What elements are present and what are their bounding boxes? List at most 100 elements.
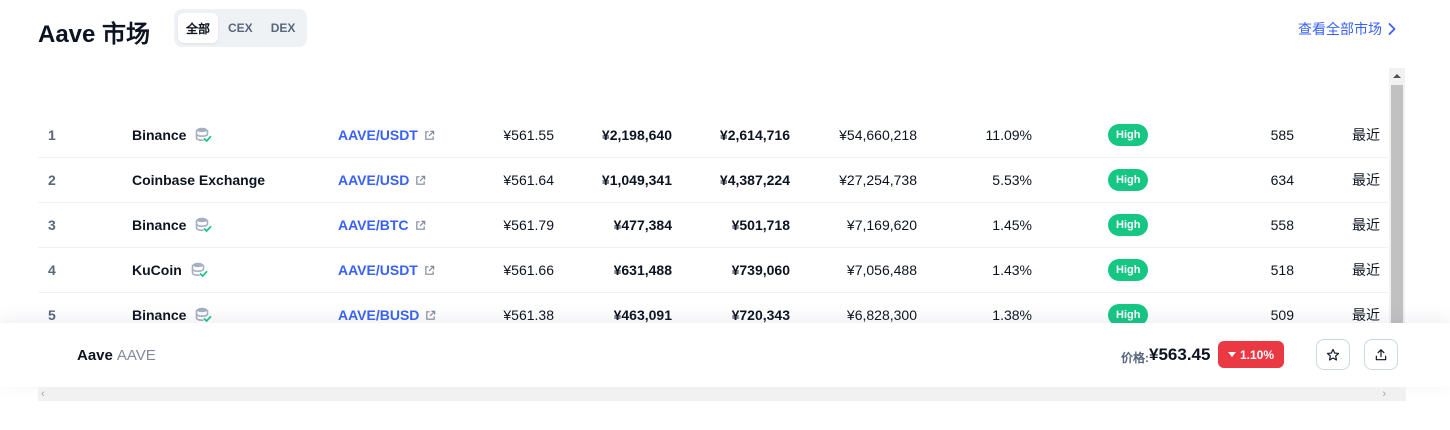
external-link-icon bbox=[425, 130, 435, 140]
chevron-right-icon bbox=[1388, 23, 1396, 35]
depth-plus-2: ¥1,049,341 bbox=[601, 172, 672, 188]
depth-plus-2: ¥2,198,640 bbox=[601, 127, 672, 143]
pair-link[interactable]: AAVE/USD bbox=[338, 158, 426, 202]
coin-symbol: AAVE bbox=[116, 347, 156, 364]
view-all-label: 查看全部市场 bbox=[1298, 21, 1382, 37]
exchange-name[interactable]: Binance bbox=[132, 113, 212, 157]
confidence-cell: High bbox=[1108, 113, 1149, 157]
rank: 2 bbox=[48, 172, 56, 188]
scroll-left-arrow[interactable]: ‹ bbox=[41, 388, 45, 400]
caret-down-icon bbox=[1228, 351, 1236, 357]
rank: 4 bbox=[48, 262, 56, 278]
pair-label: AAVE/BUSD bbox=[338, 307, 420, 323]
favorite-button[interactable] bbox=[1316, 339, 1350, 370]
price-change-badge: 1.10% bbox=[1218, 341, 1285, 368]
pair-link[interactable]: AAVE/BUSD bbox=[338, 293, 436, 337]
pair-label: AAVE/USD bbox=[338, 172, 410, 188]
exchange-name[interactable]: Binance bbox=[132, 293, 212, 337]
exchange-label: Binance bbox=[132, 217, 187, 233]
table-row[interactable]: 1 Binance AAVE/USDT ¥561.55 ¥2,198,640 ¥2,614… bbox=[38, 113, 1388, 158]
depth-plus-2: ¥631,488 bbox=[613, 262, 672, 278]
exchange-label: Binance bbox=[132, 127, 187, 143]
depth-plus-2: ¥477,384 bbox=[613, 217, 672, 233]
volume-24h: ¥7,056,488 bbox=[846, 262, 917, 278]
pair-link[interactable]: AAVE/USDT bbox=[338, 113, 435, 157]
updated-time: 最近 bbox=[1352, 307, 1380, 323]
volume-share: 5.53% bbox=[992, 172, 1032, 188]
star-icon bbox=[1326, 348, 1340, 361]
external-link-icon bbox=[416, 175, 426, 185]
tab-cex[interactable]: CEX bbox=[228, 21, 253, 35]
coin-price: ¥563.45 bbox=[1149, 345, 1211, 364]
pair-label: AAVE/USDT bbox=[338, 127, 418, 143]
vertical-scrollbar[interactable] bbox=[1389, 68, 1405, 323]
coin-name-block: Aave AAVE bbox=[77, 347, 156, 364]
updated-time: 最近 bbox=[1352, 262, 1380, 278]
confidence-badge: High bbox=[1108, 214, 1149, 236]
pair-price: ¥561.38 bbox=[503, 307, 554, 323]
volume-share: 11.09% bbox=[985, 127, 1032, 143]
confidence-badge: High bbox=[1108, 304, 1149, 326]
markets-header: Aave 市场 全部 CEX DEX 查看全部市场 bbox=[38, 8, 1402, 48]
sticky-coin-bar: Aave AAVE 价格: ¥563.45 1.10% bbox=[0, 323, 1450, 387]
confidence-badge: High bbox=[1108, 169, 1149, 191]
external-link-icon bbox=[415, 220, 425, 230]
pair-price: ¥561.66 bbox=[503, 262, 554, 278]
pair-link[interactable]: AAVE/USDT bbox=[338, 248, 435, 292]
view-all-markets-link[interactable]: 查看全部市场 bbox=[1298, 19, 1396, 39]
page-title: Aave 市场 bbox=[38, 21, 151, 48]
tab-all[interactable]: 全部 bbox=[178, 13, 219, 43]
pair-label: AAVE/BTC bbox=[338, 217, 409, 233]
liquidity-score: 558 bbox=[1270, 217, 1294, 233]
external-link-icon bbox=[426, 310, 436, 320]
depth-minus-2: ¥2,614,716 bbox=[719, 127, 790, 143]
depth-minus-2: ¥4,387,224 bbox=[719, 172, 790, 188]
liquidity-score: 518 bbox=[1270, 262, 1294, 278]
market-type-tabs: 全部 CEX DEX bbox=[174, 9, 308, 47]
database-check-icon bbox=[196, 127, 212, 142]
pair-price: ¥561.64 bbox=[503, 172, 554, 188]
volume-share: 1.43% bbox=[992, 262, 1032, 278]
pair-price: ¥561.55 bbox=[503, 127, 554, 143]
exchange-name[interactable]: Coinbase Exchange bbox=[132, 158, 265, 202]
price-change-value: 1.10% bbox=[1240, 347, 1275, 362]
depth-minus-2: ¥739,060 bbox=[731, 262, 790, 278]
tab-dex[interactable]: DEX bbox=[270, 21, 296, 35]
volume-24h: ¥27,254,738 bbox=[839, 172, 917, 188]
depth-plus-2: ¥463,091 bbox=[613, 307, 672, 323]
share-button[interactable] bbox=[1364, 339, 1398, 370]
depth-minus-2: ¥720,343 bbox=[731, 307, 790, 323]
database-check-icon bbox=[196, 217, 212, 232]
scrollbar-thumb[interactable] bbox=[1391, 85, 1403, 323]
exchange-name[interactable]: Binance bbox=[132, 203, 212, 247]
rank: 5 bbox=[48, 307, 56, 323]
rank: 3 bbox=[48, 217, 56, 233]
database-check-icon bbox=[196, 307, 212, 322]
markets-table: 1 Binance AAVE/USDT ¥561.55 ¥2,198,640 ¥2,614… bbox=[38, 68, 1406, 401]
markets-table-body: 1 Binance AAVE/USDT ¥561.55 ¥2,198,640 ¥2,614… bbox=[38, 113, 1388, 338]
volume-24h: ¥54,660,218 bbox=[839, 127, 917, 143]
share-icon bbox=[1375, 348, 1387, 360]
pair-link[interactable]: AAVE/BTC bbox=[338, 203, 426, 247]
liquidity-score: 585 bbox=[1270, 127, 1294, 143]
horizontal-scrollbar[interactable]: ‹ › bbox=[38, 387, 1406, 401]
exchange-name[interactable]: KuCoin bbox=[132, 248, 208, 292]
scroll-up-arrow[interactable] bbox=[1389, 68, 1405, 84]
pair-price: ¥561.79 bbox=[503, 217, 554, 233]
price-label: 价格: bbox=[1121, 351, 1149, 365]
table-row[interactable]: 3 Binance AAVE/BTC ¥561.79 ¥477,384 ¥501,718 ¥… bbox=[38, 203, 1388, 248]
exchange-label: Binance bbox=[132, 307, 187, 323]
rank: 1 bbox=[48, 127, 56, 143]
confidence-badge: High bbox=[1108, 259, 1149, 281]
confidence-cell: High bbox=[1108, 293, 1149, 337]
scroll-right-arrow[interactable]: › bbox=[1382, 388, 1386, 400]
confidence-cell: High bbox=[1108, 248, 1149, 292]
volume-share: 1.38% bbox=[992, 307, 1032, 323]
external-link-icon bbox=[425, 265, 435, 275]
confidence-cell: High bbox=[1108, 158, 1149, 202]
liquidity-score: 634 bbox=[1270, 172, 1294, 188]
updated-time: 最近 bbox=[1352, 217, 1380, 233]
updated-time: 最近 bbox=[1352, 127, 1380, 143]
table-row[interactable]: 4 KuCoin AAVE/USDT ¥561.66 ¥631,488 ¥739,060 ¥… bbox=[38, 248, 1388, 293]
table-row[interactable]: 2 Coinbase Exchange AAVE/USD ¥561.64 ¥1,049,… bbox=[38, 158, 1388, 203]
